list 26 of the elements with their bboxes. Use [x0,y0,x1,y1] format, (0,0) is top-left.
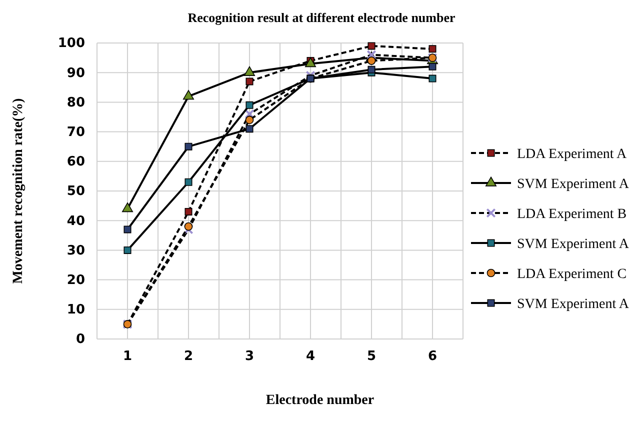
y-tick-label: 40 [66,214,85,229]
legend-label: LDA Experiment A [517,147,628,162]
y-tick-label: 20 [66,272,85,288]
y-tick-label: 100 [58,36,85,52]
legend-label: LDA Experiment B [517,207,627,222]
y-tick-label: 80 [66,95,85,110]
legend-label: SVM Experiment A [517,177,630,192]
y-tick-label: 50 [66,184,85,200]
x-axis-title: Electrode number [266,393,374,408]
legend-label: LDA Experiment C [517,267,627,282]
legend-label: SVM Experiment A [517,237,630,252]
x-tick-label: 3 [244,349,254,364]
x-tick-label: 4 [306,349,316,364]
y-axis-title: Movement recognition rate(%) [11,98,26,284]
x-tick-label: 1 [122,349,132,364]
y-tick-label: 0 [76,332,85,348]
y-tick-label: 60 [66,154,85,170]
x-tick-label: 6 [428,349,438,364]
y-tick-label: 10 [66,302,85,318]
y-tick-label: 70 [66,124,85,140]
y-tick-label: 90 [66,66,85,81]
y-tick-label: 30 [66,243,85,258]
legend-label: SVM Experiment A [517,297,630,312]
x-tick-label: 5 [366,349,376,364]
x-tick-label: 2 [184,349,194,364]
chart-title: Recognition result at different electrode number [188,10,456,25]
